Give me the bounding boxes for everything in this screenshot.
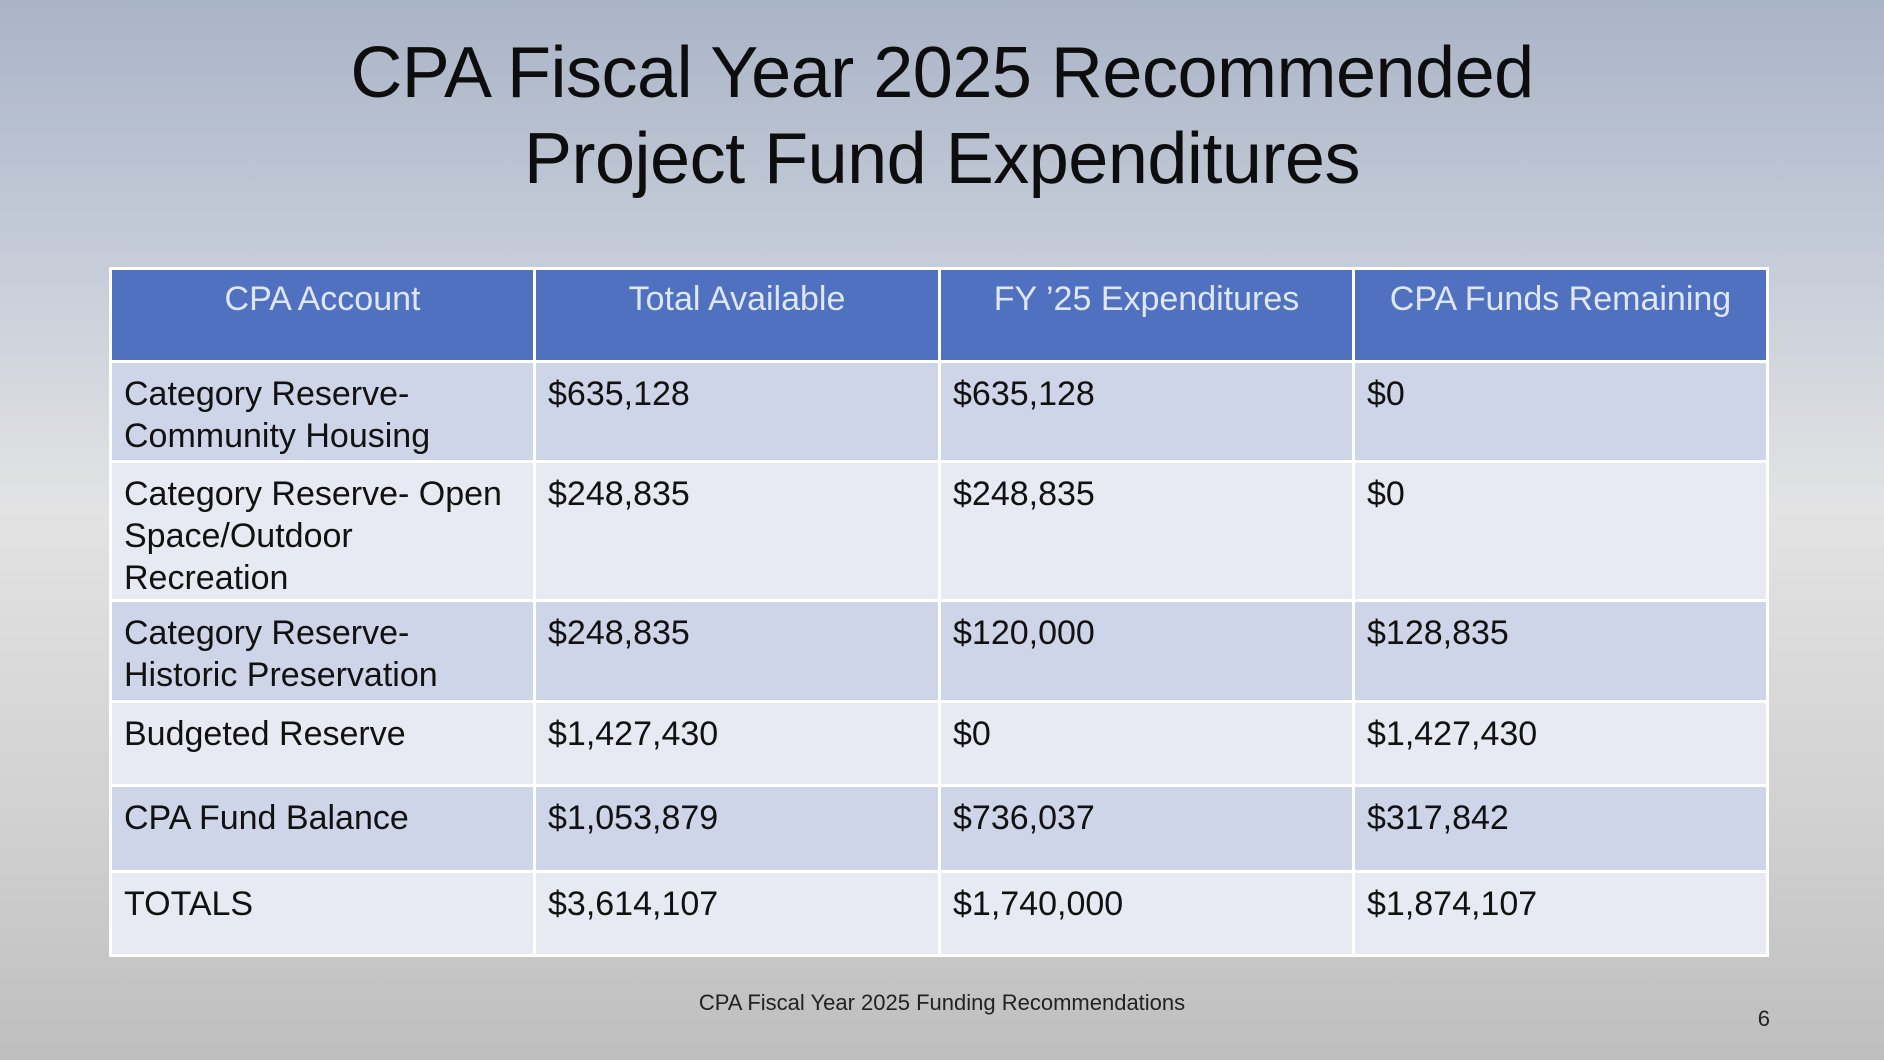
table-row: Category Reserve- Open Space/Outdoor Rec… (109, 460, 1769, 602)
slide-footer: CPA Fiscal Year 2025 Funding Recommendat… (698, 990, 1186, 1015)
account-line: Historic Preservation (124, 656, 438, 694)
cell-remaining: $0 (1352, 360, 1769, 463)
account-line: Community Housing (124, 417, 431, 455)
account-line: Space/Outdoor Recreation (124, 517, 353, 597)
cell-expenditures: $0 (938, 700, 1355, 787)
cell-expenditures: $248,835 (938, 460, 1355, 602)
cell-account: TOTALS (109, 870, 536, 957)
cell-total-available: $1,427,430 (533, 700, 941, 787)
header-fy25-expenditures: FY ’25 Expenditures (938, 267, 1355, 363)
cell-expenditures: $635,128 (938, 360, 1355, 463)
header-funds-remaining: CPA Funds Remaining (1352, 267, 1769, 363)
cell-remaining: $1,874,107 (1352, 870, 1769, 957)
table-row: CPA Fund Balance $1,053,879 $736,037 $31… (109, 784, 1769, 873)
table-header-row: CPA Account Total Available FY ’25 Expen… (109, 267, 1769, 363)
cell-account: Category Reserve- Open Space/Outdoor Rec… (109, 460, 536, 602)
cell-account: Budgeted Reserve (109, 700, 536, 787)
cell-total-available: $635,128 (533, 360, 941, 463)
cell-remaining: $1,427,430 (1352, 700, 1769, 787)
table-row: Category Reserve- Historic Preservation … (109, 599, 1769, 703)
page-number: 6 (1757, 1006, 1770, 1031)
account-line: Category Reserve- Open (124, 475, 502, 513)
table-row: Budgeted Reserve $1,427,430 $0 $1,427,43… (109, 700, 1769, 787)
slide-title: CPA Fiscal Year 2025 Recommended Project… (0, 30, 1884, 202)
table-row: Category Reserve- Community Housing $635… (109, 360, 1769, 463)
header-total-available: Total Available (533, 267, 941, 363)
cell-account: Category Reserve- Historic Preservation (109, 599, 536, 703)
cell-total-available: $3,614,107 (533, 870, 941, 957)
header-cpa-account: CPA Account (109, 267, 536, 363)
fund-expenditures-table: CPA Account Total Available FY ’25 Expen… (109, 267, 1769, 957)
cell-remaining: $0 (1352, 460, 1769, 602)
slide-title-line-2: Project Fund Expenditures (524, 119, 1360, 199)
cell-account: Category Reserve- Community Housing (109, 360, 536, 463)
account-line: Category Reserve- (124, 614, 410, 652)
cell-account: CPA Fund Balance (109, 784, 536, 873)
slide-title-line-1: CPA Fiscal Year 2025 Recommended (350, 33, 1534, 113)
account-line: Category Reserve- (124, 375, 410, 413)
cell-expenditures: $120,000 (938, 599, 1355, 703)
table-row: TOTALS $3,614,107 $1,740,000 $1,874,107 (109, 870, 1769, 957)
cell-remaining: $128,835 (1352, 599, 1769, 703)
cell-expenditures: $1,740,000 (938, 870, 1355, 957)
cell-expenditures: $736,037 (938, 784, 1355, 873)
cell-total-available: $1,053,879 (533, 784, 941, 873)
cell-total-available: $248,835 (533, 599, 941, 703)
cell-remaining: $317,842 (1352, 784, 1769, 873)
cell-total-available: $248,835 (533, 460, 941, 602)
